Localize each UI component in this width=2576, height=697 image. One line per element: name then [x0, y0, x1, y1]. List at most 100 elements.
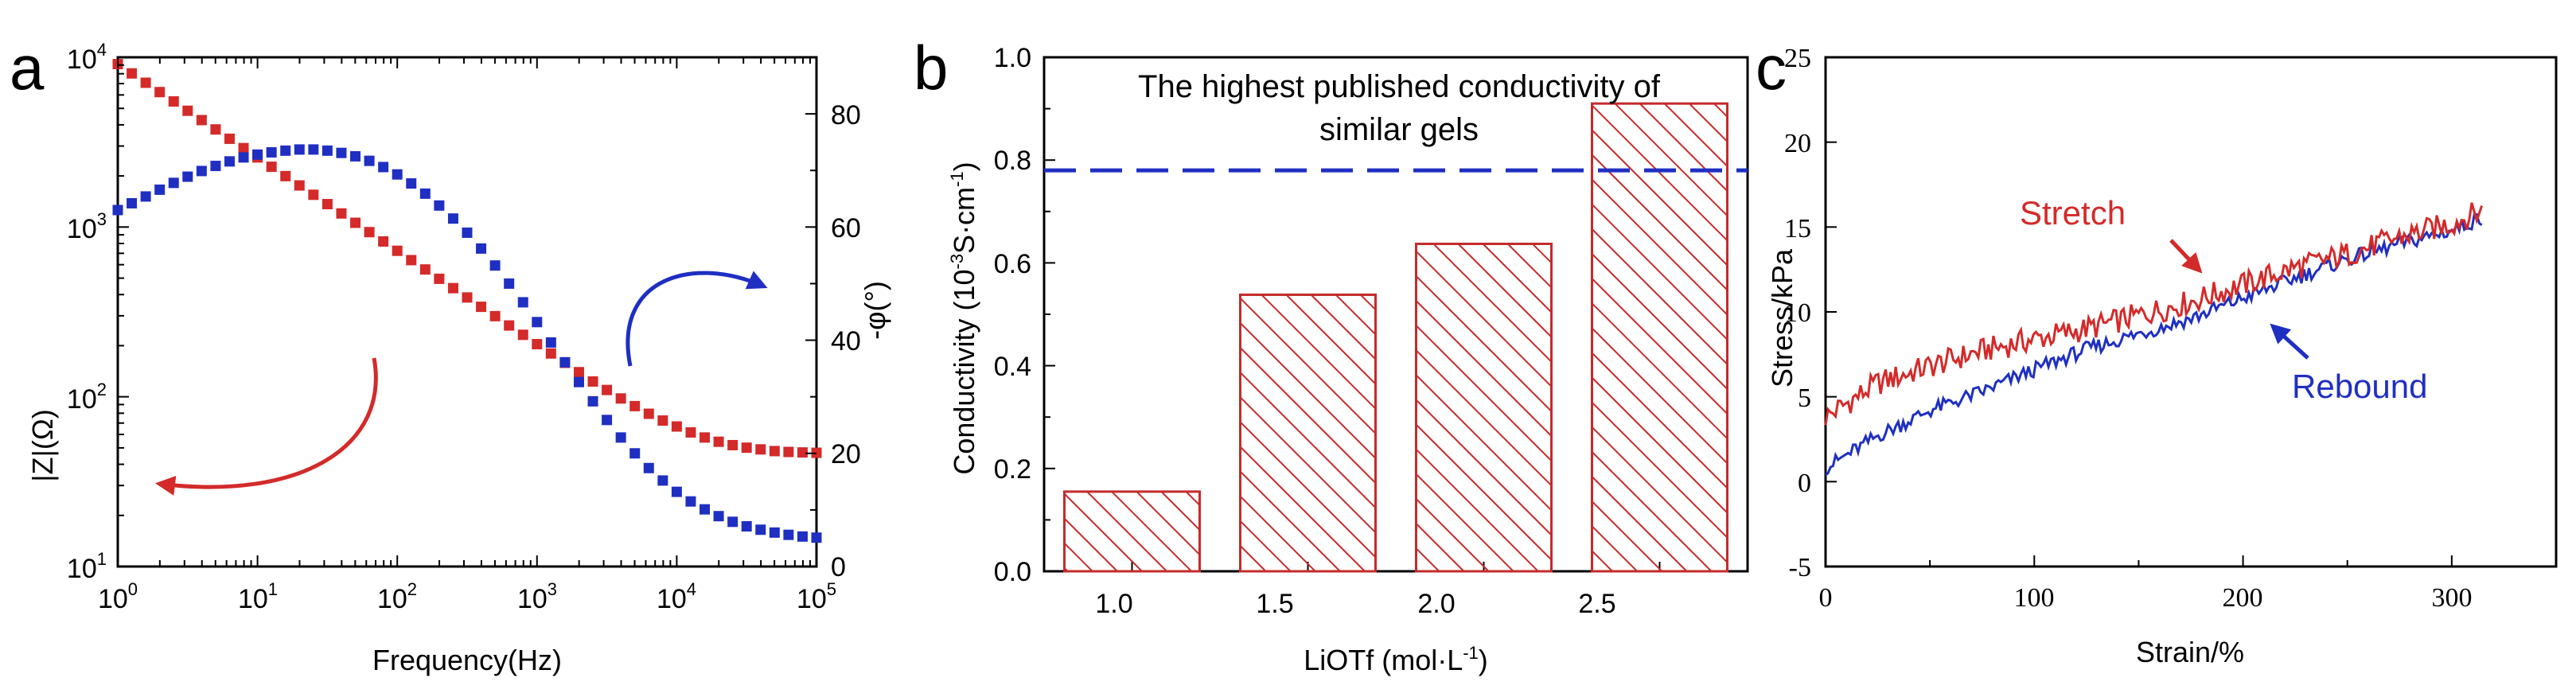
phase-point — [308, 144, 319, 155]
phase-point — [602, 415, 613, 426]
impedance-point — [671, 421, 682, 432]
phase-point — [364, 155, 375, 166]
phase-point — [587, 395, 598, 407]
impedance-point — [210, 124, 221, 135]
panel-c-xtick-3: 300 — [2432, 583, 2473, 613]
phase-point — [727, 516, 739, 528]
phase-point — [419, 188, 431, 199]
impedance-point — [685, 426, 696, 438]
phase-point — [671, 486, 682, 497]
phase-point — [406, 178, 417, 189]
impedance-point — [154, 87, 166, 98]
phase-point — [783, 529, 794, 540]
phase-point — [629, 448, 641, 459]
panel-a-xlabel: Frequency(Hz) — [372, 644, 562, 676]
panel-a-ytick-left-2: 103 — [67, 209, 107, 244]
impedance-point — [140, 77, 151, 88]
phase-point — [797, 531, 808, 542]
panel-c-ytick-2: 5 — [1798, 384, 1811, 413]
phase-point — [168, 177, 179, 189]
panel-c-ticks — [1825, 56, 2557, 567]
panel-a-xtick-1: 101 — [238, 579, 278, 614]
panel-a-xtick-3: 103 — [517, 579, 557, 614]
panel-b-xtick-2: 2.0 — [1417, 589, 1455, 619]
phase-point — [196, 165, 207, 177]
phase-point — [447, 213, 458, 224]
panel-a-ytick-right-0: 0 — [831, 552, 846, 582]
panel-a-xtick-5: 105 — [797, 579, 836, 614]
panel-a-arrow-left — [155, 357, 378, 496]
impedance-point — [727, 439, 739, 450]
phase-point — [532, 317, 543, 328]
impedance-point — [266, 162, 277, 173]
bar-1.0 — [1063, 490, 1201, 573]
impedance-point — [517, 329, 528, 341]
panel-c-xlabel: Strain/% — [2136, 636, 2244, 668]
impedance-point — [755, 444, 766, 455]
panel-a-frame — [116, 56, 818, 568]
panel-a-ytick-right-2: 40 — [831, 326, 861, 356]
impedance-point — [127, 68, 138, 79]
panel-a: a 100 101 102 103 104 105 101 102 103 10… — [10, 33, 891, 676]
phase-point — [685, 496, 696, 507]
impedance-point — [434, 273, 445, 284]
impedance-point — [741, 442, 752, 454]
impedance-point — [657, 415, 668, 426]
phase-point — [336, 147, 347, 158]
impedance-point — [532, 339, 543, 350]
impedance-point — [168, 95, 179, 107]
phase-point — [434, 200, 445, 211]
impedance-point — [364, 227, 375, 238]
phase-point — [378, 162, 389, 173]
impedance-point — [294, 180, 305, 191]
panel-a-ticks — [117, 56, 816, 567]
impedance-point — [643, 408, 654, 419]
panel-c-series-stretch — [1824, 202, 2484, 426]
panel-c-series-rebound — [1824, 213, 2483, 477]
phase-point — [238, 152, 249, 163]
phase-point — [140, 191, 151, 202]
phase-point — [755, 524, 766, 535]
panel-c-ylabel: Stress/kPa — [1766, 248, 1799, 387]
panel-a-ytick-right-3: 60 — [831, 213, 861, 243]
impedance-point — [797, 447, 808, 458]
panel-b-ylabel: Conductivity (10-3S·cm-1) — [947, 162, 980, 474]
panel-b-ytick-1: 0.2 — [994, 454, 1031, 485]
phase-point — [643, 462, 654, 473]
impedance-point — [489, 310, 501, 321]
panel-a-ytick-left-3: 104 — [67, 40, 107, 75]
impedance-point — [322, 199, 333, 210]
panel-a-ylabel-left: |Z|(Ω) — [26, 409, 59, 482]
impedance-point — [713, 436, 724, 447]
bar-2.5 — [1591, 102, 1728, 573]
impedance-point — [629, 400, 641, 411]
panel-b-ytick-0: 0.0 — [994, 557, 1031, 587]
phase-point — [517, 297, 528, 308]
impedance-point — [462, 292, 473, 303]
bar-1.5 — [1239, 293, 1377, 573]
panel-c-annotation-stretch: Stretch — [2020, 194, 2126, 232]
phase-point — [266, 146, 277, 158]
panel-c-ytick-1: 0 — [1798, 469, 1811, 498]
panel-a-xtick-0: 100 — [98, 579, 138, 614]
phase-point — [489, 260, 501, 271]
phase-point — [350, 150, 361, 162]
impedance-point — [419, 264, 431, 275]
panel-b-reference-label-2: similar gels — [1319, 112, 1479, 147]
panel-a-xtick-4: 104 — [657, 579, 696, 614]
panel-c-ytick-0: -5 — [1789, 553, 1811, 582]
panel-a-ytick-right-1: 20 — [831, 439, 861, 469]
panel-b-bars — [1063, 102, 1728, 573]
impedance-point — [783, 446, 794, 458]
phase-point — [573, 376, 584, 387]
panel-c-ytick-5: 20 — [1784, 129, 1811, 158]
panel-c-xtick-2: 200 — [2223, 583, 2263, 613]
impedance-point — [392, 245, 403, 256]
panel-c-xtick-0: 0 — [1819, 583, 1833, 613]
panel-b-xtick-1: 1.5 — [1256, 589, 1293, 619]
phase-point — [462, 227, 473, 238]
phase-point — [280, 145, 291, 156]
impedance-point — [476, 302, 487, 313]
impedance-point — [378, 236, 389, 247]
panel-a-ytick-right-4: 80 — [831, 100, 861, 130]
